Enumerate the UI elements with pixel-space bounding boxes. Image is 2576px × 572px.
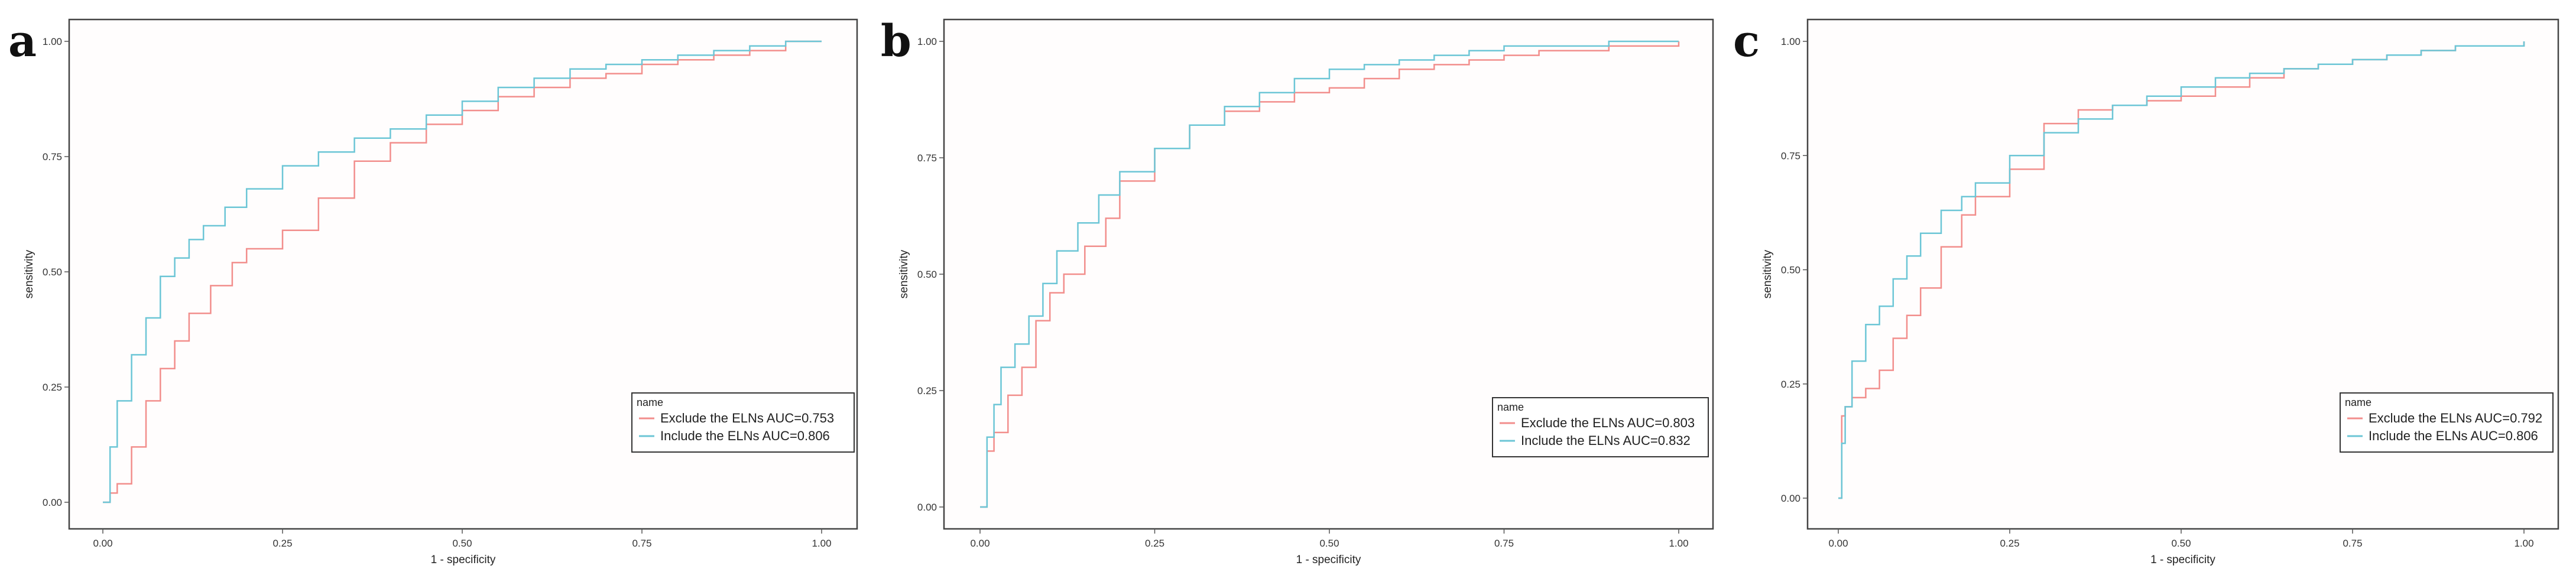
legend-entry-exclude: Exclude the ELNs AUC=0.803 <box>1521 415 1695 430</box>
x-tick-label: 0.00 <box>1828 538 1848 549</box>
roc-panel-a: a 0.00 0.25 0.50 0.75 1.00 0.00 0.25 0.50 0.75 1.0… <box>8 16 858 566</box>
x-tick-label: 0.25 <box>272 538 292 549</box>
legend: name Exclude the ELNs AUC=0.753 Include th… <box>631 392 855 453</box>
legend-entry-exclude: Exclude the ELNs AUC=0.753 <box>660 411 834 425</box>
roc-panel-c: c 0.00 0.25 0.50 0.75 1.00 0.00 0.25 0.50 0.75 1.0… <box>1733 16 2559 566</box>
legend: name Exclude the ELNs AUC=0.792 Include th… <box>2340 392 2554 453</box>
y-tick-label: 0.00 <box>1781 493 1800 504</box>
y-tick-label: 0.00 <box>43 497 62 508</box>
x-tick-label: 0.25 <box>1145 538 1164 549</box>
x-axis-title: 1 - specificity <box>431 554 496 566</box>
x-tick-label: 1.00 <box>812 538 831 549</box>
panel-letter: a <box>8 16 37 67</box>
panel-letter: c <box>1733 16 1760 67</box>
x-tick-label: 0.75 <box>1494 538 1514 549</box>
x-tick-label: 0.50 <box>1319 538 1339 549</box>
legend-entry-include: Include the ELNs AUC=0.806 <box>2369 428 2538 443</box>
x-tick-label: 1.00 <box>2514 538 2533 549</box>
roc-panel-b: b 0.00 0.25 0.50 0.75 1.00 0.00 0.25 0.50 0.75 1.0… <box>881 16 1714 566</box>
legend-title: name <box>2345 396 2371 408</box>
roc-curve-exclude <box>103 40 822 503</box>
y-tick-label: 0.25 <box>43 382 62 393</box>
x-tick-label: 1.00 <box>1669 538 1688 549</box>
y-axis-title: sensitivity <box>23 249 35 298</box>
legend-box <box>2340 392 2554 453</box>
y-tick-label: 0.25 <box>917 385 937 396</box>
legend-entry-include: Include the ELNs AUC=0.832 <box>1521 433 1691 448</box>
y-tick-label: 0.00 <box>917 502 937 513</box>
y-tick-label: 1.00 <box>1781 36 1800 47</box>
x-tick-label: 0.75 <box>632 538 651 549</box>
roc-curve-include <box>1838 41 2525 499</box>
y-axis-title: sensitivity <box>898 249 910 298</box>
x-tick-label: 0.50 <box>452 538 472 549</box>
legend: name Exclude the ELNs AUC=0.803 Include th… <box>1492 397 1709 457</box>
panel-letter: b <box>881 16 911 67</box>
legend-box <box>631 392 855 453</box>
legend-entry-exclude: Exclude the ELNs AUC=0.792 <box>2369 411 2542 425</box>
legend-box <box>1492 397 1709 457</box>
y-tick-label: 1.00 <box>917 36 937 47</box>
y-tick-label: 0.75 <box>1781 150 1800 161</box>
x-tick-label: 0.00 <box>970 538 989 549</box>
x-axis-title: 1 - specificity <box>1296 554 1361 566</box>
y-tick-label: 0.50 <box>1781 265 1800 276</box>
x-tick-label: 0.75 <box>2343 538 2362 549</box>
y-tick-label: 0.50 <box>917 269 937 280</box>
x-tick-label: 0.00 <box>93 538 112 549</box>
y-tick-label: 0.75 <box>43 151 62 162</box>
roc-curve-include <box>103 40 822 503</box>
legend-entry-include: Include the ELNs AUC=0.806 <box>660 428 830 443</box>
legend-title: name <box>1497 401 1524 413</box>
y-tick-label: 1.00 <box>43 36 62 47</box>
x-axis-title: 1 - specificity <box>2150 554 2215 566</box>
x-tick-label: 0.50 <box>2171 538 2191 549</box>
roc-curve-include <box>980 40 1679 508</box>
y-axis-title: sensitivity <box>1761 249 1774 298</box>
y-tick-label: 0.50 <box>43 266 62 278</box>
legend-title: name <box>637 396 663 408</box>
y-tick-label: 0.25 <box>1781 379 1800 390</box>
y-tick-label: 0.75 <box>917 152 937 164</box>
x-tick-label: 0.25 <box>2000 538 2019 549</box>
